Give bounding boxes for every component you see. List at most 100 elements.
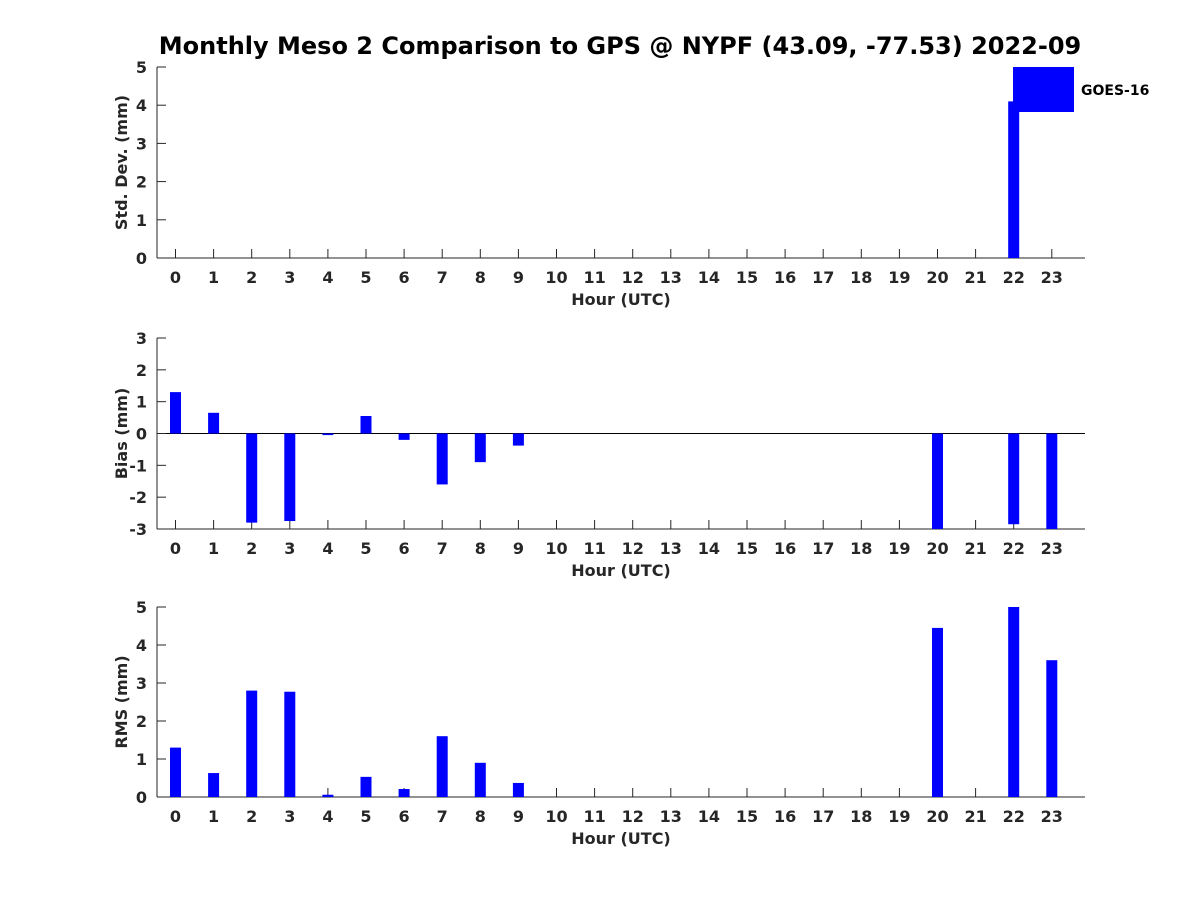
x-axis-label: Hour (UTC) <box>571 829 671 848</box>
x-tick-label: 21 <box>964 268 986 287</box>
x-tick-label: 13 <box>660 539 682 558</box>
y-tick-label: 3 <box>136 674 147 693</box>
x-tick-label: 2 <box>246 807 257 826</box>
bar <box>932 627 943 797</box>
x-tick-label: 7 <box>437 539 448 558</box>
x-tick-label: 11 <box>583 539 605 558</box>
x-tick-label: 12 <box>622 807 644 826</box>
x-tick-label: 16 <box>774 539 796 558</box>
bar <box>512 433 524 446</box>
x-tick-label: 22 <box>1003 539 1025 558</box>
x-tick-label: 2 <box>246 539 257 558</box>
x-tick-label: 16 <box>774 807 796 826</box>
x-tick-label: 1 <box>208 268 219 287</box>
x-tick-label: 5 <box>360 268 371 287</box>
x-tick-label: 17 <box>812 539 834 558</box>
x-tick-label: 7 <box>437 807 448 826</box>
x-tick-label: 1 <box>208 539 219 558</box>
y-tick-label: 1 <box>136 393 147 412</box>
x-tick-label: 4 <box>322 539 333 558</box>
x-tick-label: 8 <box>475 539 486 558</box>
x-tick-label: 5 <box>360 807 371 826</box>
x-tick-label: 3 <box>284 268 295 287</box>
bar <box>1046 660 1058 797</box>
x-tick-label: 22 <box>1003 268 1025 287</box>
x-tick-label: 6 <box>399 807 410 826</box>
y-tick-label: 3 <box>136 134 147 153</box>
x-tick-label: 1 <box>208 807 219 826</box>
bar <box>246 433 258 523</box>
bar <box>1008 101 1020 258</box>
bar <box>1008 607 1020 797</box>
bar <box>398 433 410 440</box>
bar <box>1008 433 1020 525</box>
y-axis-label: Bias (mm) <box>112 388 131 480</box>
y-tick-label: 2 <box>136 712 147 731</box>
x-tick-label: 19 <box>888 539 910 558</box>
x-tick-label: 10 <box>545 807 567 826</box>
x-tick-label: 9 <box>513 268 524 287</box>
bar <box>474 433 486 463</box>
x-tick-label: 21 <box>964 807 986 826</box>
x-tick-label: 4 <box>322 268 333 287</box>
x-tick-label: 6 <box>399 539 410 558</box>
x-tick-label: 15 <box>736 268 758 287</box>
x-tick-label: 18 <box>850 807 872 826</box>
figure-title: Monthly Meso 2 Comparison to GPS @ NYPF … <box>159 32 1081 60</box>
y-tick-label: 0 <box>136 788 147 807</box>
bar <box>322 794 334 797</box>
x-tick-label: 13 <box>660 807 682 826</box>
bar <box>436 736 448 797</box>
x-tick-label: 23 <box>1041 268 1063 287</box>
y-tick-label: 4 <box>136 636 147 655</box>
x-tick-label: 12 <box>622 268 644 287</box>
x-tick-label: 17 <box>812 807 834 826</box>
x-tick-label: 11 <box>583 268 605 287</box>
bar <box>436 433 448 485</box>
bar <box>284 691 296 797</box>
x-tick-label: 0 <box>170 539 181 558</box>
x-tick-label: 20 <box>926 807 948 826</box>
x-tick-label: 18 <box>850 268 872 287</box>
x-tick-label: 9 <box>513 539 524 558</box>
bar <box>398 789 410 797</box>
x-tick-label: 5 <box>360 539 371 558</box>
bar <box>474 762 486 797</box>
bar <box>512 782 524 797</box>
x-tick-label: 14 <box>698 807 720 826</box>
x-tick-label: 2 <box>246 268 257 287</box>
y-axis-label: Std. Dev. (mm) <box>112 95 131 230</box>
x-tick-label: 11 <box>583 807 605 826</box>
bar <box>932 433 943 529</box>
y-tick-label: -1 <box>129 456 147 475</box>
x-tick-label: 9 <box>513 807 524 826</box>
x-tick-label: 15 <box>736 539 758 558</box>
x-tick-label: 16 <box>774 268 796 287</box>
x-tick-label: 8 <box>475 268 486 287</box>
y-tick-label: 0 <box>136 249 147 268</box>
x-tick-label: 14 <box>698 268 720 287</box>
x-tick-label: 20 <box>926 539 948 558</box>
x-tick-label: 12 <box>622 539 644 558</box>
bar <box>170 392 181 434</box>
bar <box>322 433 334 436</box>
x-tick-label: 10 <box>545 539 567 558</box>
x-tick-label: 22 <box>1003 807 1025 826</box>
x-axis-label: Hour (UTC) <box>571 290 671 309</box>
bar <box>360 415 372 434</box>
bar <box>1046 433 1058 529</box>
x-tick-label: 23 <box>1041 539 1063 558</box>
x-tick-label: 7 <box>437 268 448 287</box>
x-tick-label: 19 <box>888 807 910 826</box>
y-tick-label: 1 <box>136 750 147 769</box>
x-tick-label: 3 <box>284 539 295 558</box>
bar <box>170 747 181 797</box>
x-tick-label: 18 <box>850 539 872 558</box>
x-axis-label: Hour (UTC) <box>571 561 671 580</box>
y-tick-label: 4 <box>136 96 147 115</box>
y-tick-label: 2 <box>136 361 147 380</box>
x-tick-label: 13 <box>660 268 682 287</box>
